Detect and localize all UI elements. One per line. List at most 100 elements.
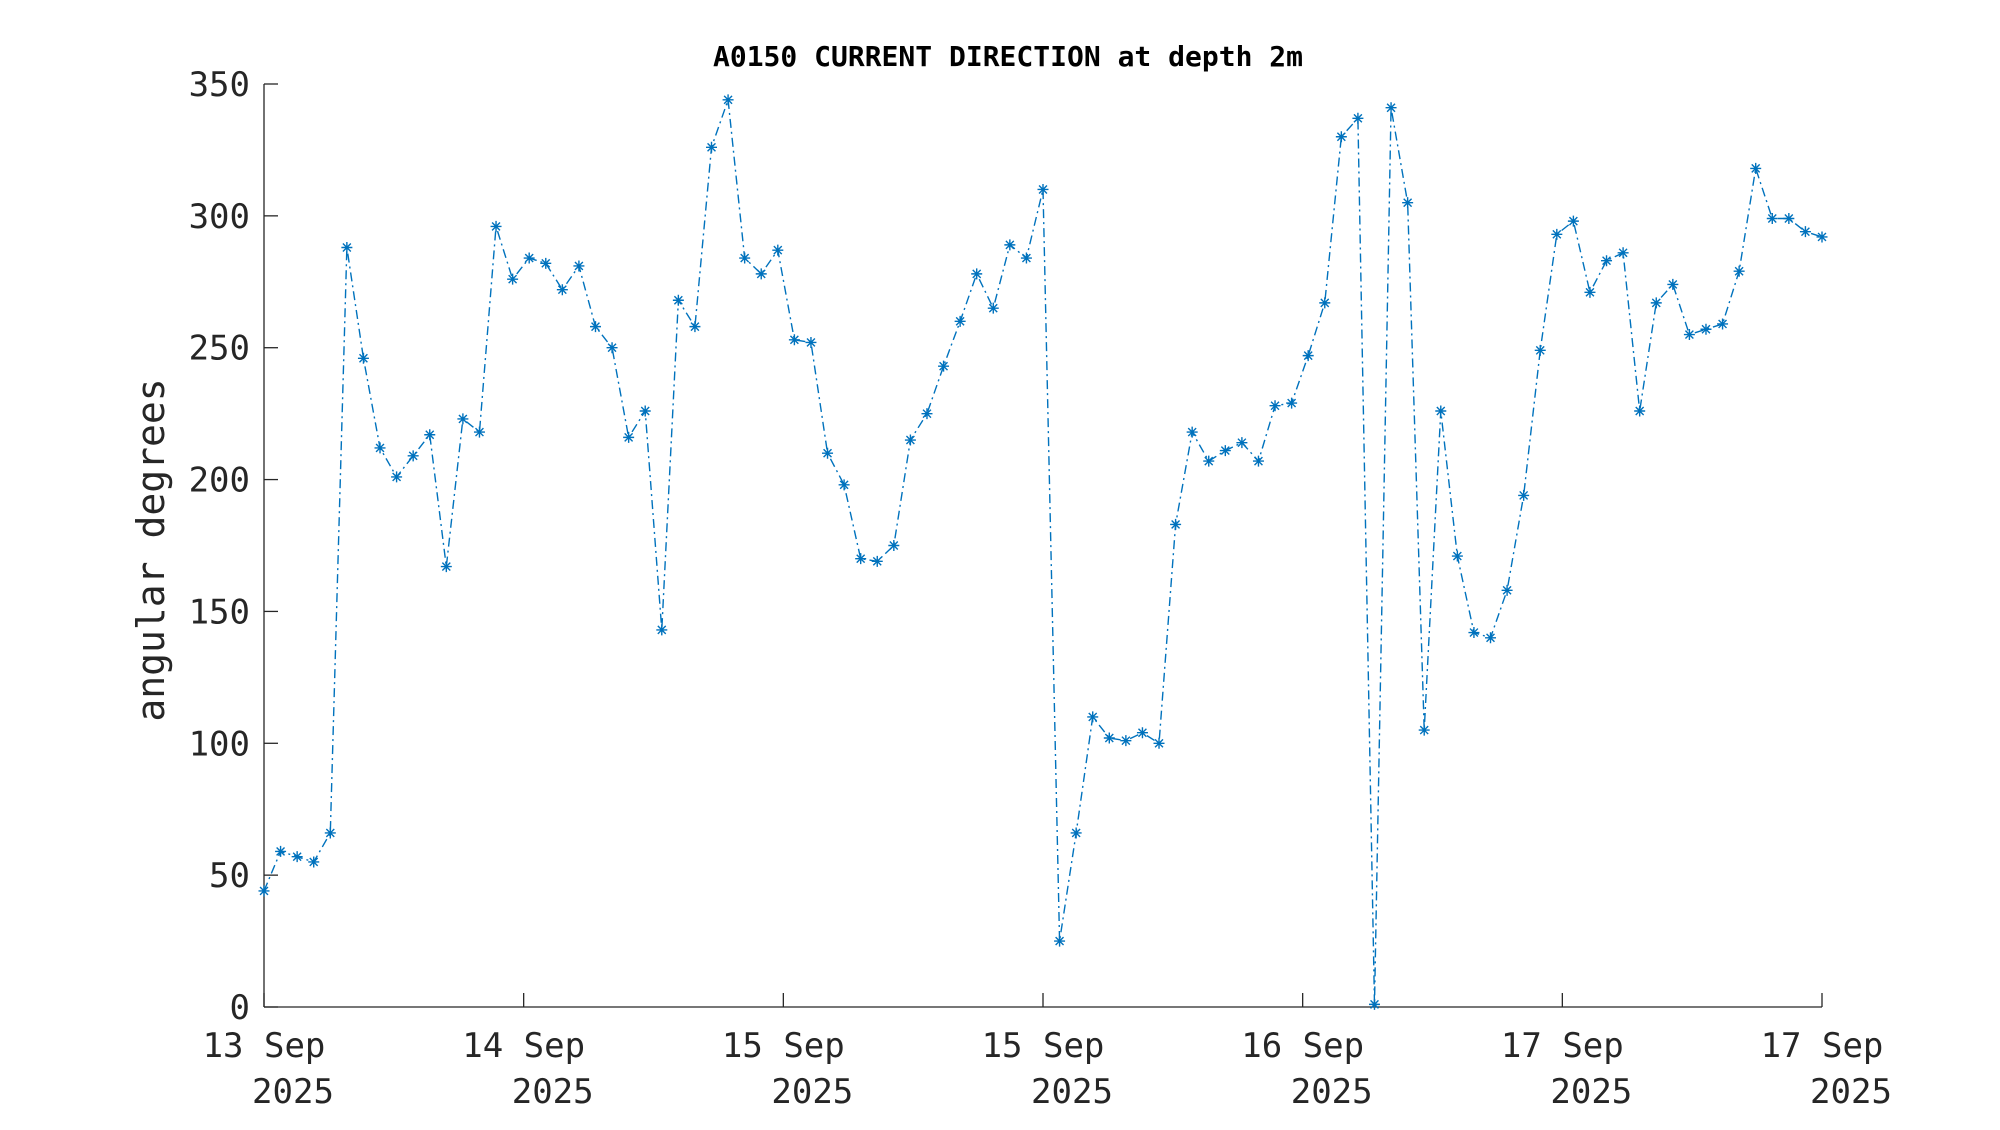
data-point-marker xyxy=(1534,344,1546,356)
plot-area xyxy=(258,94,1828,1010)
data-point-marker xyxy=(871,555,883,567)
x-tick-label-day: 16 Sep xyxy=(1241,1026,1364,1066)
data-point-marker xyxy=(1402,197,1414,209)
y-tick-label: 50 xyxy=(209,856,250,896)
data-point-marker xyxy=(1352,112,1364,124)
data-point-marker xyxy=(639,405,651,417)
data-point-marker xyxy=(1634,405,1646,417)
y-tick-label: 0 xyxy=(230,988,250,1028)
data-point-marker xyxy=(1567,215,1579,227)
x-tick-label-day: 17 Sep xyxy=(1501,1026,1624,1066)
data-point-marker xyxy=(1252,455,1264,467)
y-tick-label: 250 xyxy=(189,329,250,369)
data-point-marker xyxy=(954,315,966,327)
data-point-marker xyxy=(589,321,601,333)
data-point-marker xyxy=(1584,286,1596,298)
data-point-marker xyxy=(540,257,552,269)
data-point-marker xyxy=(1799,226,1811,238)
data-point-marker xyxy=(772,244,784,256)
data-point-marker xyxy=(1717,318,1729,330)
data-point-marker xyxy=(838,479,850,491)
data-point-marker xyxy=(1319,297,1331,309)
data-point-marker xyxy=(656,624,668,636)
data-point-marker xyxy=(440,561,452,573)
data-point-marker xyxy=(1766,212,1778,224)
y-tick-label: 350 xyxy=(189,65,250,105)
data-point-marker xyxy=(1203,455,1215,467)
data-point-marker xyxy=(1219,445,1231,457)
data-point-marker xyxy=(1302,350,1314,362)
data-point-marker xyxy=(341,242,353,254)
x-tick-label-year: 2025 xyxy=(1550,1072,1632,1112)
x-tick-label-day: 17 Sep xyxy=(1761,1026,1884,1066)
data-point-marker xyxy=(672,294,684,306)
data-point-marker xyxy=(971,268,983,280)
x-tick-label-day: 13 Sep xyxy=(203,1026,326,1066)
data-point-marker xyxy=(1037,183,1049,195)
series-line xyxy=(263,99,1823,1005)
data-point-marker xyxy=(1601,255,1613,267)
data-point-marker xyxy=(1170,518,1182,530)
data-point-marker xyxy=(424,429,436,441)
y-axis-label: angular degrees xyxy=(129,378,173,721)
data-point-marker xyxy=(1120,735,1132,747)
data-point-marker xyxy=(1385,102,1397,114)
chart-title: A0150 CURRENT DIRECTION at depth 2m xyxy=(713,40,1303,73)
x-tick-label-year: 2025 xyxy=(252,1072,334,1112)
data-point-marker xyxy=(1054,935,1066,947)
data-point-marker xyxy=(1451,550,1463,562)
data-point-marker xyxy=(1551,228,1563,240)
data-point-marker xyxy=(1650,297,1662,309)
data-point-marker xyxy=(739,252,751,264)
data-point-marker xyxy=(1700,323,1712,335)
data-point-marker xyxy=(938,360,950,372)
data-point-marker xyxy=(1335,131,1347,143)
y-tick-label: 150 xyxy=(189,592,250,632)
data-point-marker xyxy=(324,827,336,839)
data-point-marker xyxy=(722,94,734,106)
axes: 0 50 100 150 200 250 300 350 13 Sep 2025 14 Sep 202… xyxy=(189,65,1892,1112)
y-tick-label: 100 xyxy=(189,724,250,764)
data-point-marker xyxy=(1236,437,1248,449)
data-point-marker xyxy=(623,431,635,443)
x-tick-label-day: 14 Sep xyxy=(462,1026,585,1066)
data-point-marker xyxy=(374,442,386,454)
data-point-marker xyxy=(556,284,568,296)
data-point-marker xyxy=(822,447,834,459)
x-tick-label-year: 2025 xyxy=(1810,1072,1892,1112)
data-point-marker xyxy=(755,268,767,280)
data-point-marker xyxy=(1418,724,1430,736)
x-tick-label-year: 2025 xyxy=(1291,1072,1373,1112)
data-point-marker xyxy=(1136,727,1148,739)
data-point-marker xyxy=(1435,405,1447,417)
data-point-marker xyxy=(391,471,403,483)
x-tick-label-year: 2025 xyxy=(512,1072,594,1112)
x-tick-label-year: 2025 xyxy=(1031,1072,1113,1112)
data-point-marker xyxy=(706,141,718,153)
data-point-marker xyxy=(1186,426,1198,438)
data-point-marker xyxy=(1070,827,1082,839)
data-point-marker xyxy=(357,352,369,364)
y-tick-label: 200 xyxy=(189,461,250,501)
data-point-marker xyxy=(1153,737,1165,749)
data-point-marker xyxy=(788,334,800,346)
data-point-marker xyxy=(1783,212,1795,224)
data-point-marker xyxy=(1485,632,1497,644)
data-point-marker xyxy=(407,450,419,462)
data-point-marker xyxy=(473,426,485,438)
y-tick-label: 300 xyxy=(189,197,250,237)
data-point-marker xyxy=(291,851,303,863)
x-tick-label-day: 15 Sep xyxy=(982,1026,1105,1066)
data-point-marker xyxy=(987,302,999,314)
data-point-marker xyxy=(855,553,867,565)
data-point-marker xyxy=(1683,329,1695,341)
data-point-marker xyxy=(1617,247,1629,259)
data-point-marker xyxy=(308,856,320,868)
data-point-marker xyxy=(573,260,585,272)
x-tick-label-day: 15 Sep xyxy=(722,1026,845,1066)
data-point-marker xyxy=(490,220,502,232)
data-point-marker xyxy=(523,252,535,264)
data-point-marker xyxy=(507,273,519,285)
